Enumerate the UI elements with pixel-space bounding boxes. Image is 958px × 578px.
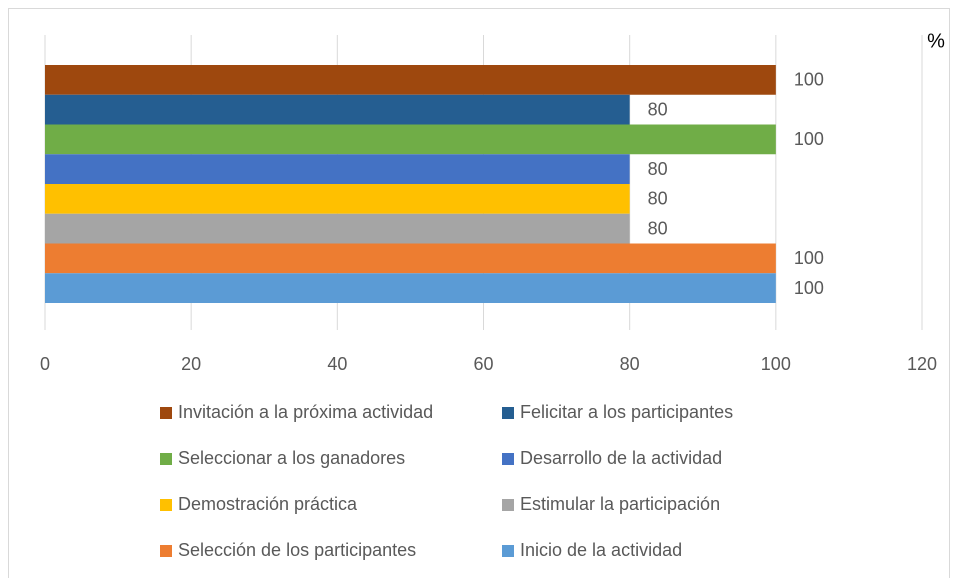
- data-label: 80: [648, 189, 668, 209]
- legend-label: Estimular la participación: [520, 494, 720, 514]
- x-tick-label: 60: [473, 354, 493, 374]
- data-label: 80: [648, 218, 668, 238]
- bar: [45, 243, 776, 274]
- data-label: 80: [648, 99, 668, 119]
- legend-swatch: [502, 453, 514, 465]
- legend-swatch: [160, 545, 172, 557]
- legend-swatch: [160, 499, 172, 511]
- bar: [45, 154, 630, 184]
- legend-label: Invitación a la próxima actividad: [178, 402, 433, 422]
- bar: [45, 213, 630, 244]
- legend-label: Selección de los participantes: [178, 540, 416, 560]
- legend-swatch: [502, 545, 514, 557]
- legend-swatch: [502, 499, 514, 511]
- x-tick-label: 120: [907, 354, 937, 374]
- data-label: 100: [794, 248, 824, 268]
- x-tick-label: 20: [181, 354, 201, 374]
- unit-label: %: [927, 30, 945, 52]
- legend-label: Seleccionar a los ganadores: [178, 448, 405, 468]
- bar: [45, 273, 776, 303]
- bar: [45, 65, 776, 95]
- data-label: 100: [794, 129, 824, 149]
- legend-label: Demostración práctica: [178, 494, 358, 514]
- legend-swatch: [160, 453, 172, 465]
- legend-label: Felicitar a los participantes: [520, 402, 733, 422]
- bar: [45, 184, 630, 214]
- data-label: 100: [794, 278, 824, 298]
- data-label: 100: [794, 70, 824, 90]
- bar: [45, 124, 776, 155]
- chart-frame: [8, 8, 950, 578]
- x-tick-label: 40: [327, 354, 347, 374]
- x-tick-label: 0: [40, 354, 50, 374]
- legend-label: Desarrollo de la actividad: [520, 448, 722, 468]
- x-tick-label: 80: [620, 354, 640, 374]
- x-tick-label: 100: [761, 354, 791, 374]
- legend-label: Inicio de la actividad: [520, 540, 682, 560]
- legend-swatch: [502, 407, 514, 419]
- legend-swatch: [160, 407, 172, 419]
- data-label: 80: [648, 159, 668, 179]
- bar: [45, 94, 630, 125]
